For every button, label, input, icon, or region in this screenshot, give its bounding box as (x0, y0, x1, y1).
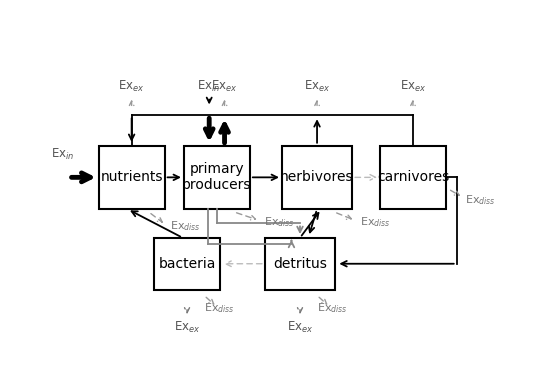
Bar (154, 238, 220, 290)
Text: primary
producers: primary producers (182, 162, 251, 193)
Text: $\mathregular{Ex}_{in}$: $\mathregular{Ex}_{in}$ (197, 79, 221, 94)
Text: $\mathregular{Ex}_{in}$: $\mathregular{Ex}_{in}$ (51, 146, 74, 162)
Text: $\mathregular{Ex}_{ex}$: $\mathregular{Ex}_{ex}$ (287, 320, 314, 335)
Text: $\mathregular{Ex}_{ex}$: $\mathregular{Ex}_{ex}$ (400, 79, 426, 94)
Text: $\mathregular{Ex}_{ex}$: $\mathregular{Ex}_{ex}$ (118, 79, 145, 94)
Text: detritus: detritus (273, 257, 327, 271)
Text: $\mathregular{Ex}_{diss}$: $\mathregular{Ex}_{diss}$ (170, 220, 201, 233)
Bar (98, 146, 164, 209)
Text: $\mathregular{Ex}_{ex}$: $\mathregular{Ex}_{ex}$ (304, 79, 331, 94)
Text: herbivores: herbivores (280, 170, 354, 184)
Text: $\mathregular{Ex}_{diss}$: $\mathregular{Ex}_{diss}$ (264, 215, 294, 229)
Text: $\mathregular{Ex}_{ex}$: $\mathregular{Ex}_{ex}$ (174, 320, 200, 335)
Text: nutrients: nutrients (100, 170, 163, 184)
Text: $\mathregular{Ex}_{diss}$: $\mathregular{Ex}_{diss}$ (204, 301, 235, 315)
Bar (265, 238, 335, 290)
Bar (184, 146, 250, 209)
Text: $\mathregular{Ex}_{ex}$: $\mathregular{Ex}_{ex}$ (211, 79, 238, 94)
Text: bacteria: bacteria (158, 257, 216, 271)
Bar (380, 146, 446, 209)
Text: carnivores: carnivores (377, 170, 449, 184)
Text: $\mathregular{Ex}_{diss}$: $\mathregular{Ex}_{diss}$ (317, 301, 348, 315)
Text: $\mathregular{Ex}_{diss}$: $\mathregular{Ex}_{diss}$ (465, 193, 496, 207)
Bar (282, 146, 352, 209)
Text: $\mathregular{Ex}_{diss}$: $\mathregular{Ex}_{diss}$ (360, 215, 390, 229)
